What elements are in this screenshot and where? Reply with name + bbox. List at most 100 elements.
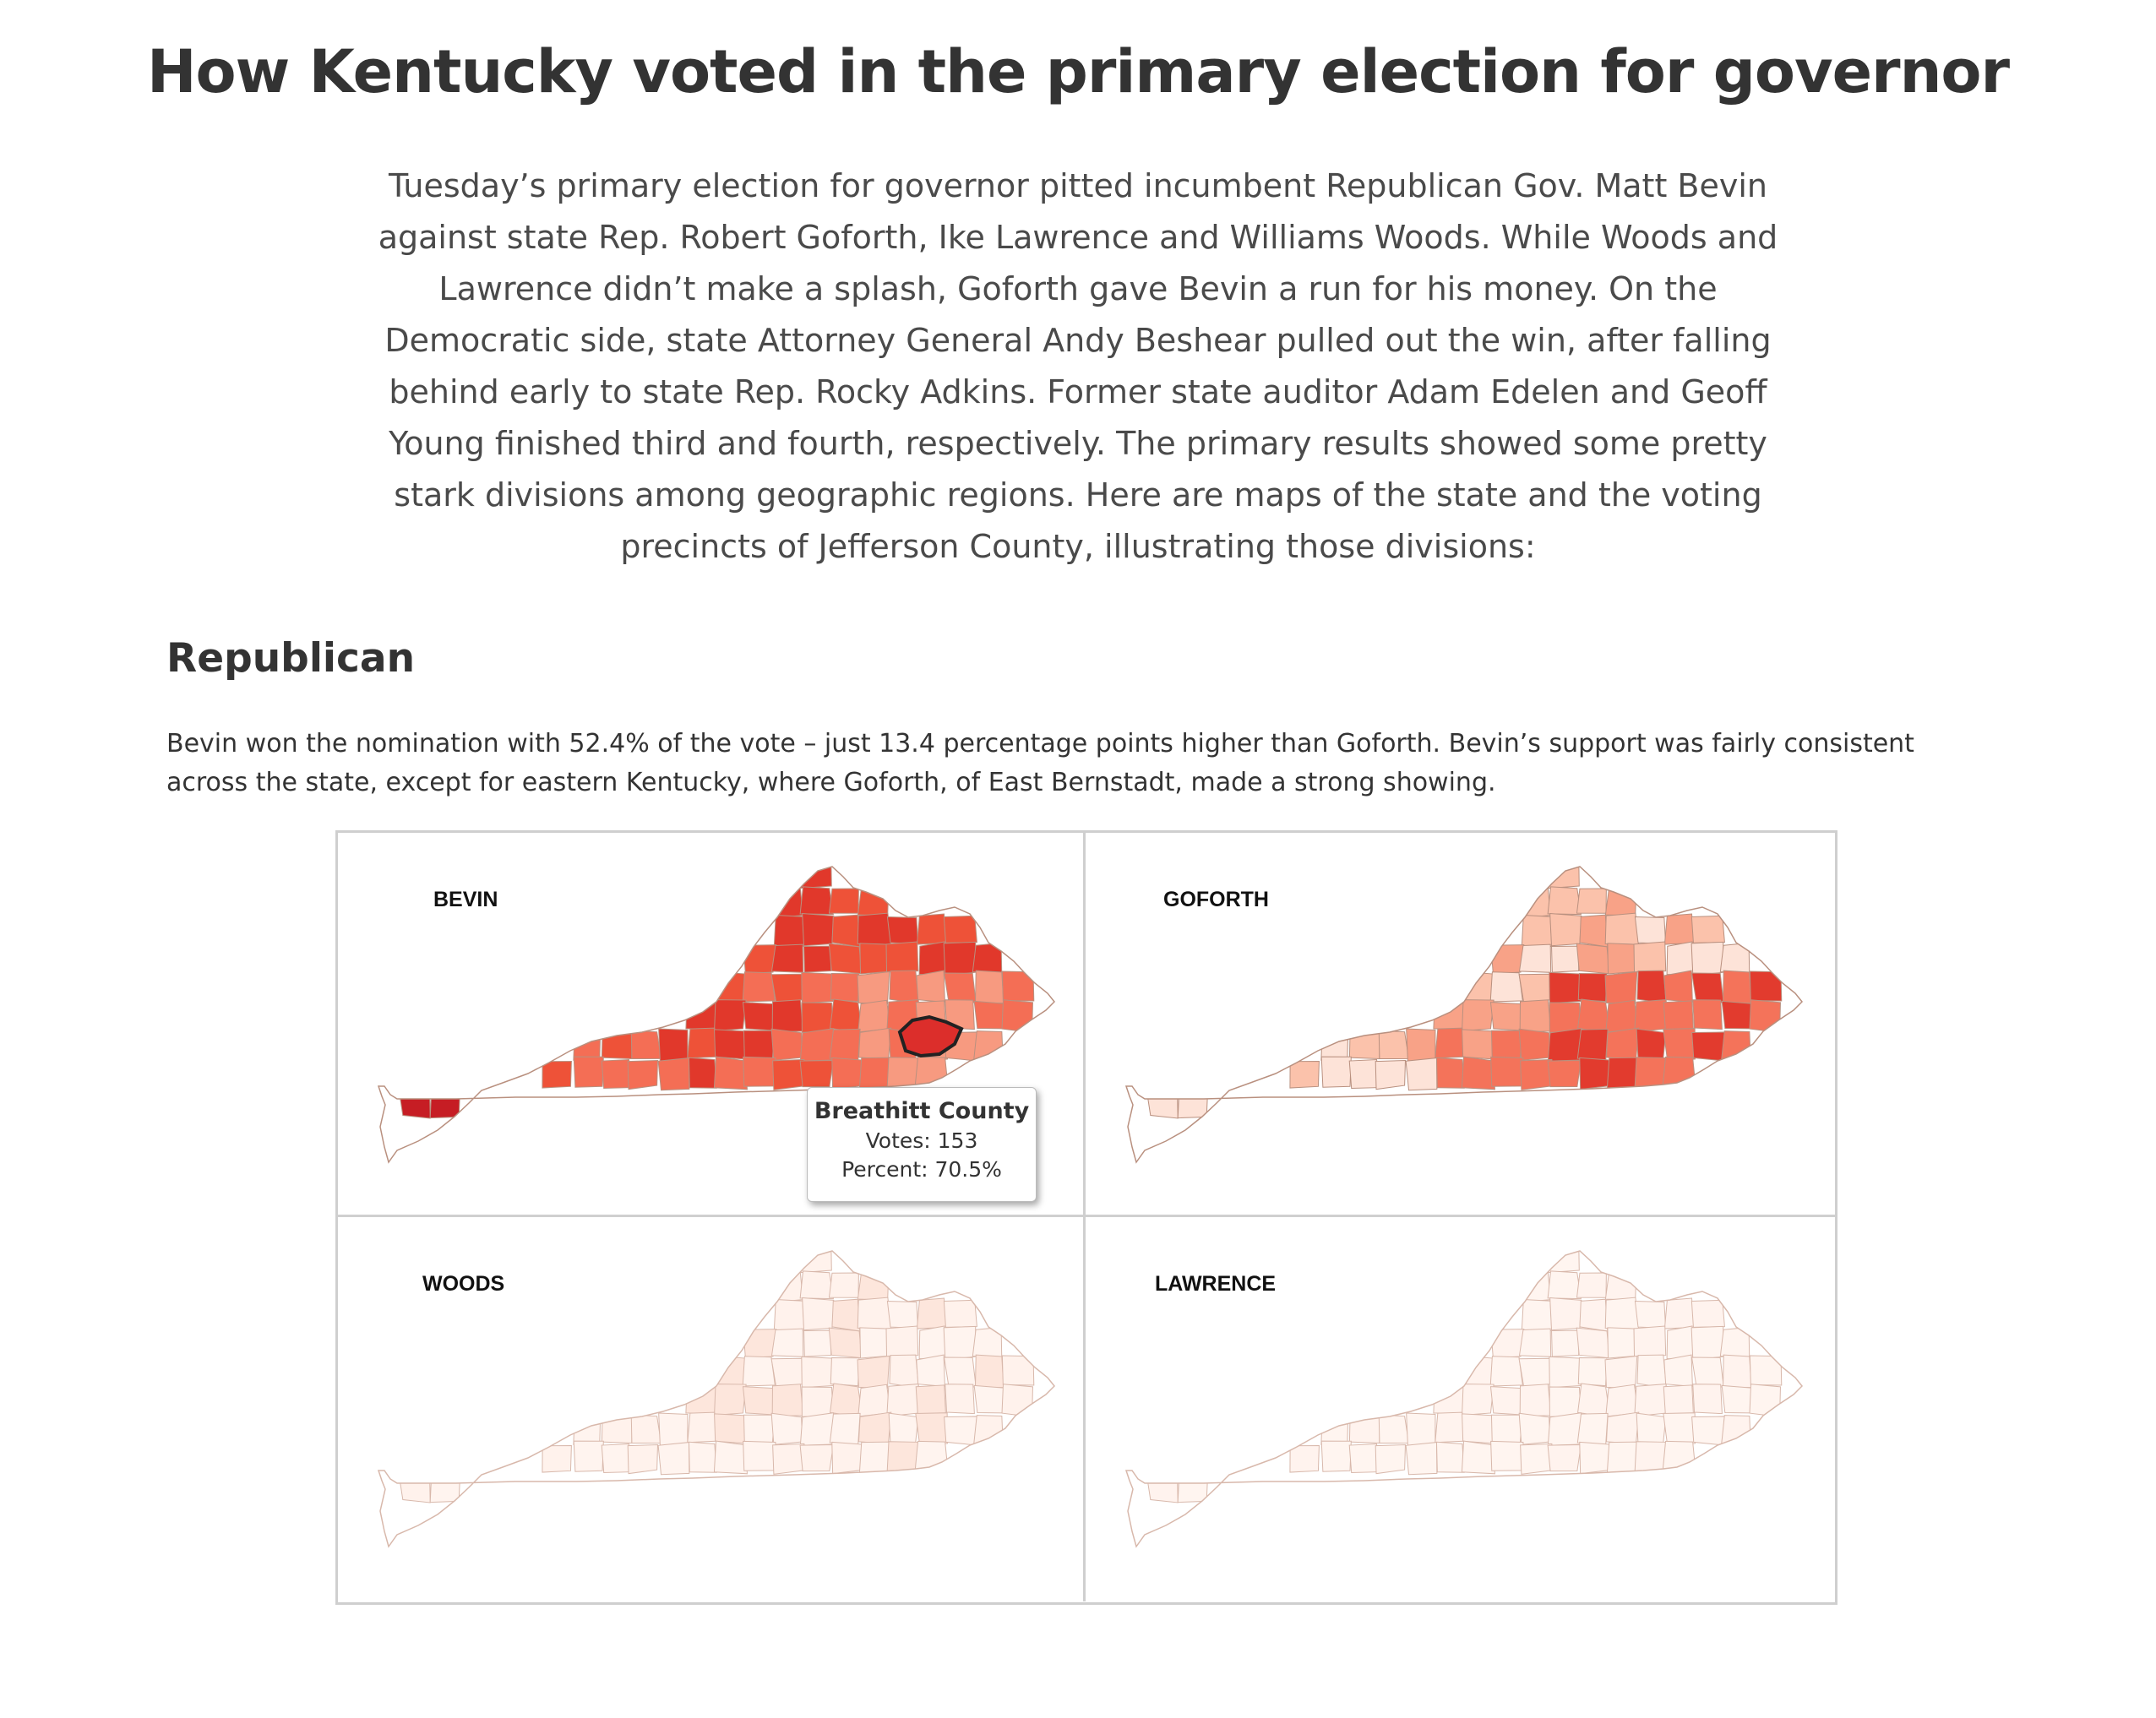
county-shape[interactable] bbox=[1518, 1357, 1553, 1389]
county-shape[interactable] bbox=[1490, 944, 1525, 974]
county-shape[interactable] bbox=[1433, 999, 1464, 1030]
county-shape[interactable] bbox=[1636, 1354, 1668, 1389]
county-shape[interactable] bbox=[943, 1356, 977, 1388]
county-shape[interactable] bbox=[1577, 1383, 1611, 1418]
county-shape[interactable] bbox=[742, 1356, 776, 1387]
county-shape[interactable] bbox=[1433, 1384, 1464, 1414]
county-shape[interactable] bbox=[943, 941, 977, 976]
county-shape[interactable] bbox=[714, 999, 747, 1032]
county-shape[interactable] bbox=[858, 1057, 892, 1090]
county-shape[interactable] bbox=[915, 1412, 948, 1446]
county-shape[interactable] bbox=[542, 1060, 572, 1089]
county-shape[interactable] bbox=[770, 973, 805, 1004]
county-shape[interactable] bbox=[1576, 943, 1610, 975]
county-shape[interactable] bbox=[687, 1027, 719, 1059]
county-shape[interactable] bbox=[1604, 970, 1638, 1005]
county-shape[interactable] bbox=[573, 1028, 602, 1061]
county-shape[interactable] bbox=[943, 972, 977, 1003]
county-shape[interactable] bbox=[1663, 1354, 1693, 1387]
county-shape[interactable] bbox=[1579, 914, 1609, 948]
county-shape[interactable] bbox=[714, 1384, 747, 1416]
county-shape[interactable] bbox=[828, 1272, 859, 1298]
county-shape[interactable] bbox=[714, 1413, 746, 1444]
county-shape[interactable] bbox=[829, 1028, 861, 1062]
county-shape[interactable] bbox=[945, 1384, 975, 1415]
county-shape[interactable] bbox=[1490, 1329, 1525, 1358]
county-shape[interactable] bbox=[1577, 973, 1608, 1003]
county-shape[interactable] bbox=[1634, 916, 1667, 944]
county-shape[interactable] bbox=[830, 998, 863, 1034]
county-shape[interactable] bbox=[1547, 1412, 1582, 1446]
county-shape[interactable] bbox=[1576, 1028, 1609, 1062]
county-shape[interactable] bbox=[974, 970, 1004, 1004]
county-shape[interactable] bbox=[1576, 1412, 1609, 1446]
county-shape[interactable] bbox=[1406, 1412, 1436, 1447]
county-shape[interactable] bbox=[1690, 941, 1724, 976]
county-shape[interactable] bbox=[771, 999, 804, 1033]
county-shape[interactable] bbox=[742, 1386, 776, 1416]
county-shape[interactable] bbox=[1721, 1000, 1753, 1030]
county-shape[interactable] bbox=[831, 1057, 863, 1090]
county-shape[interactable] bbox=[1721, 1384, 1753, 1414]
county-shape[interactable] bbox=[1690, 1356, 1724, 1388]
county-shape[interactable] bbox=[398, 1473, 431, 1503]
county-shape[interactable] bbox=[1577, 998, 1611, 1034]
county-shape[interactable] bbox=[743, 1440, 777, 1471]
county-shape[interactable] bbox=[828, 943, 863, 975]
county-shape[interactable] bbox=[972, 1030, 1004, 1062]
county-shape[interactable] bbox=[1547, 1060, 1582, 1088]
county-shape[interactable] bbox=[630, 1030, 662, 1060]
county-shape[interactable] bbox=[830, 1383, 863, 1418]
county-shape[interactable] bbox=[799, 1412, 835, 1446]
county-shape[interactable] bbox=[1579, 1441, 1610, 1475]
county-shape[interactable] bbox=[857, 1355, 890, 1389]
county-shape[interactable] bbox=[627, 1444, 658, 1475]
county-shape[interactable] bbox=[857, 970, 890, 1005]
county-shape[interactable] bbox=[688, 1057, 717, 1089]
county-shape[interactable] bbox=[713, 1440, 748, 1475]
county-shape[interactable] bbox=[1490, 1414, 1523, 1443]
county-shape[interactable] bbox=[657, 1442, 690, 1476]
county-shape[interactable] bbox=[945, 999, 975, 1030]
county-shape[interactable] bbox=[1749, 970, 1783, 1002]
county-shape[interactable] bbox=[657, 1057, 690, 1091]
county-shape[interactable] bbox=[627, 1060, 658, 1090]
county-shape[interactable] bbox=[858, 999, 891, 1033]
county-shape[interactable] bbox=[1375, 1060, 1406, 1090]
county-shape[interactable] bbox=[1579, 1057, 1610, 1090]
county-shape[interactable] bbox=[1320, 1440, 1352, 1472]
county-shape[interactable] bbox=[830, 973, 860, 1003]
county-shape[interactable] bbox=[1605, 1411, 1640, 1444]
county-shape[interactable] bbox=[713, 1056, 748, 1090]
county-shape[interactable] bbox=[1518, 943, 1552, 973]
county-shape[interactable] bbox=[1722, 970, 1752, 1004]
county-shape[interactable] bbox=[972, 942, 1003, 973]
county-shape[interactable] bbox=[742, 1002, 776, 1031]
county-shape[interactable] bbox=[1001, 999, 1033, 1034]
county-shape[interactable] bbox=[1490, 1440, 1525, 1471]
county-shape[interactable] bbox=[1519, 1384, 1552, 1417]
county-shape[interactable] bbox=[943, 1325, 977, 1361]
county-shape[interactable] bbox=[831, 1441, 863, 1475]
county-shape[interactable] bbox=[972, 1415, 1004, 1446]
county-shape[interactable] bbox=[1691, 1416, 1725, 1446]
county-shape[interactable] bbox=[1577, 1357, 1608, 1387]
county-shape[interactable] bbox=[573, 1440, 604, 1472]
county-shape[interactable] bbox=[802, 912, 835, 947]
county-shape[interactable] bbox=[916, 970, 945, 1003]
county-shape[interactable] bbox=[858, 1027, 892, 1060]
county-shape[interactable] bbox=[1378, 1030, 1410, 1060]
county-shape[interactable] bbox=[771, 1384, 804, 1417]
county-shape[interactable] bbox=[1605, 999, 1639, 1033]
county-shape[interactable] bbox=[1690, 915, 1725, 943]
county-shape[interactable] bbox=[1720, 1030, 1751, 1062]
county-shape[interactable] bbox=[1549, 1356, 1582, 1389]
county-shape[interactable] bbox=[1489, 1002, 1524, 1031]
county-shape[interactable] bbox=[770, 1412, 803, 1445]
county-shape[interactable] bbox=[1663, 913, 1695, 945]
county-shape[interactable] bbox=[857, 1297, 892, 1329]
county-shape[interactable] bbox=[1001, 1355, 1035, 1386]
county-shape[interactable] bbox=[770, 1328, 804, 1357]
county-shape[interactable] bbox=[743, 944, 777, 974]
county-shape[interactable] bbox=[743, 1414, 776, 1443]
